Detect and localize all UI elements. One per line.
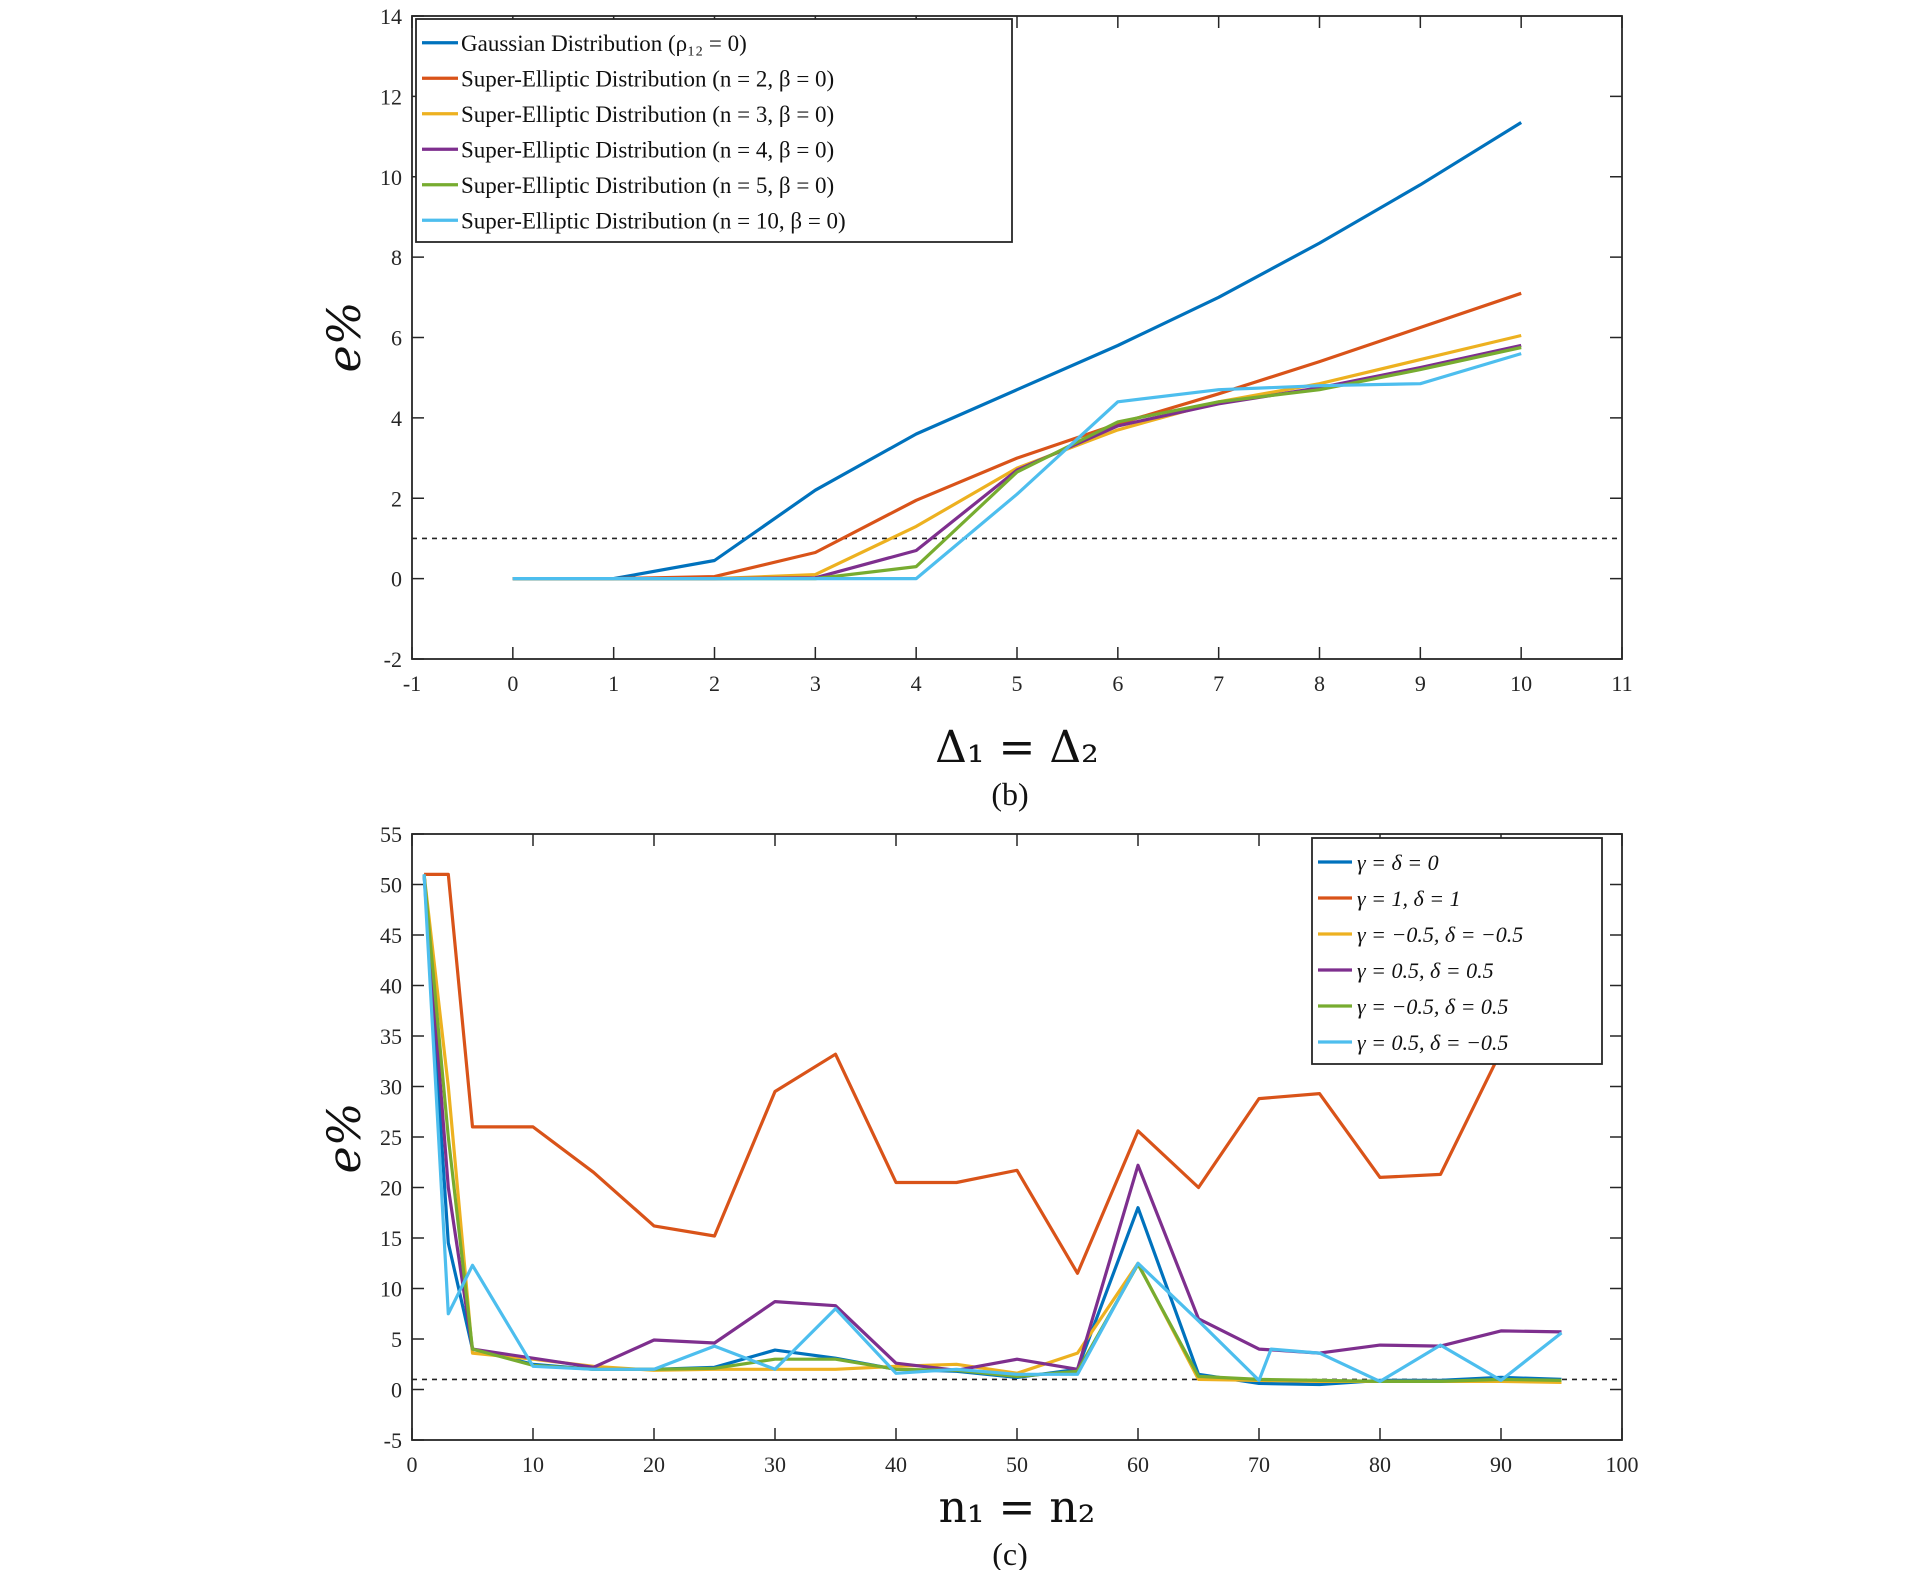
x-tick-label: 7: [1213, 671, 1224, 696]
x-tick-label: 8: [1314, 671, 1325, 696]
series-line-2: [512, 291, 1522, 581]
x-tick-label: 2: [709, 671, 720, 696]
legend-entry-2: Super-Elliptic Distribution (n = 2, β = …: [461, 66, 834, 91]
series-line-2: [424, 872, 1527, 1275]
legend-entry-1: γ = δ = 0: [1357, 850, 1439, 875]
legend-entry-2: γ = 1, δ = 1: [1357, 886, 1461, 911]
y-tick-label: 10: [380, 165, 402, 190]
legend-entry-5: Super-Elliptic Distribution (n = 5, β = …: [461, 173, 834, 198]
y-tick-label: 4: [391, 406, 402, 431]
y-tick-label: 2: [391, 486, 402, 511]
y-tick-label: 0: [391, 567, 402, 592]
y-tick-label: 40: [380, 974, 402, 999]
series-line-6: [422, 874, 1563, 1384]
y-axis-label: e%: [317, 302, 371, 373]
x-tick-label: 10: [1510, 671, 1532, 696]
legend-entry-3: γ = −0.5, δ = −0.5: [1357, 922, 1523, 947]
y-tick-label: 8: [391, 245, 402, 270]
y-tick-label: 50: [380, 873, 402, 898]
legend-entry-4: γ = 0.5, δ = 0.5: [1357, 958, 1494, 983]
y-tick-label: 6: [391, 326, 402, 351]
x-tick-label: 60: [1127, 1452, 1149, 1477]
y-tick-label: 35: [380, 1024, 402, 1049]
x-tick-label: 80: [1369, 1452, 1391, 1477]
y-tick-label: 30: [380, 1075, 402, 1100]
x-tick-label: 70: [1248, 1452, 1270, 1477]
x-tick-label: 0: [407, 1452, 418, 1477]
y-tick-label: -2: [384, 647, 402, 672]
x-axis-label: n₁ = n₂: [939, 1482, 1096, 1533]
figure-caption: (b): [991, 776, 1028, 812]
x-tick-label: 6: [1112, 671, 1123, 696]
series-line-1: [512, 121, 1523, 581]
x-tick-label: 30: [764, 1452, 786, 1477]
y-tick-label: 10: [380, 1277, 402, 1302]
legend-entry-4: Super-Elliptic Distribution (n = 4, β = …: [461, 137, 834, 162]
x-tick-label: 50: [1006, 1452, 1028, 1477]
y-tick-label: 0: [391, 1378, 402, 1403]
y-tick-label: 14: [380, 4, 402, 29]
x-tick-label: 4: [911, 671, 922, 696]
x-tick-label: 0: [507, 671, 518, 696]
y-tick-label: 55: [380, 822, 402, 847]
x-tick-label: -1: [403, 671, 421, 696]
y-tick-label: -5: [384, 1428, 402, 1453]
x-tick-label: 9: [1415, 671, 1426, 696]
y-tick-label: 45: [380, 923, 402, 948]
legend-entry-6: Super-Elliptic Distribution (n = 10, β =…: [461, 208, 846, 233]
x-tick-label: 40: [885, 1452, 907, 1477]
legend-box: [415, 18, 1013, 243]
legend-entry-3: Super-Elliptic Distribution (n = 3, β = …: [461, 102, 834, 127]
legend-entry-6: γ = 0.5, δ = −0.5: [1357, 1030, 1508, 1055]
series-line-6: [512, 352, 1522, 581]
y-axis-label: e%: [317, 1103, 371, 1174]
y-tick-label: 15: [380, 1226, 402, 1251]
x-tick-label: 100: [1606, 1452, 1639, 1477]
y-tick-label: 12: [380, 84, 402, 109]
x-axis-label: Δ₁ = Δ₂: [935, 722, 1099, 773]
x-tick-label: 10: [522, 1452, 544, 1477]
x-tick-label: 3: [810, 671, 821, 696]
legend-box: [1311, 837, 1603, 1065]
figure-caption: (c): [992, 1536, 1028, 1570]
x-tick-label: 90: [1490, 1452, 1512, 1477]
chart-panel-c: 0 10 20 30 40 50 60 70 80 90 100-50510152025303540…: [317, 822, 1639, 1570]
series-line-5: [512, 345, 1522, 581]
x-tick-label: 11: [1611, 671, 1632, 696]
x-tick-label: 20: [643, 1452, 665, 1477]
x-tick-label: 5: [1012, 671, 1023, 696]
legend-entry-1: Gaussian Distribution (ρ₁₂ = 0): [461, 31, 747, 56]
y-tick-label: 25: [380, 1125, 402, 1150]
legend-entry-5: γ = −0.5, δ = 0.5: [1357, 994, 1508, 1019]
y-tick-label: 5: [391, 1327, 402, 1352]
x-tick-label: 1: [608, 671, 619, 696]
y-tick-label: 20: [380, 1176, 402, 1201]
